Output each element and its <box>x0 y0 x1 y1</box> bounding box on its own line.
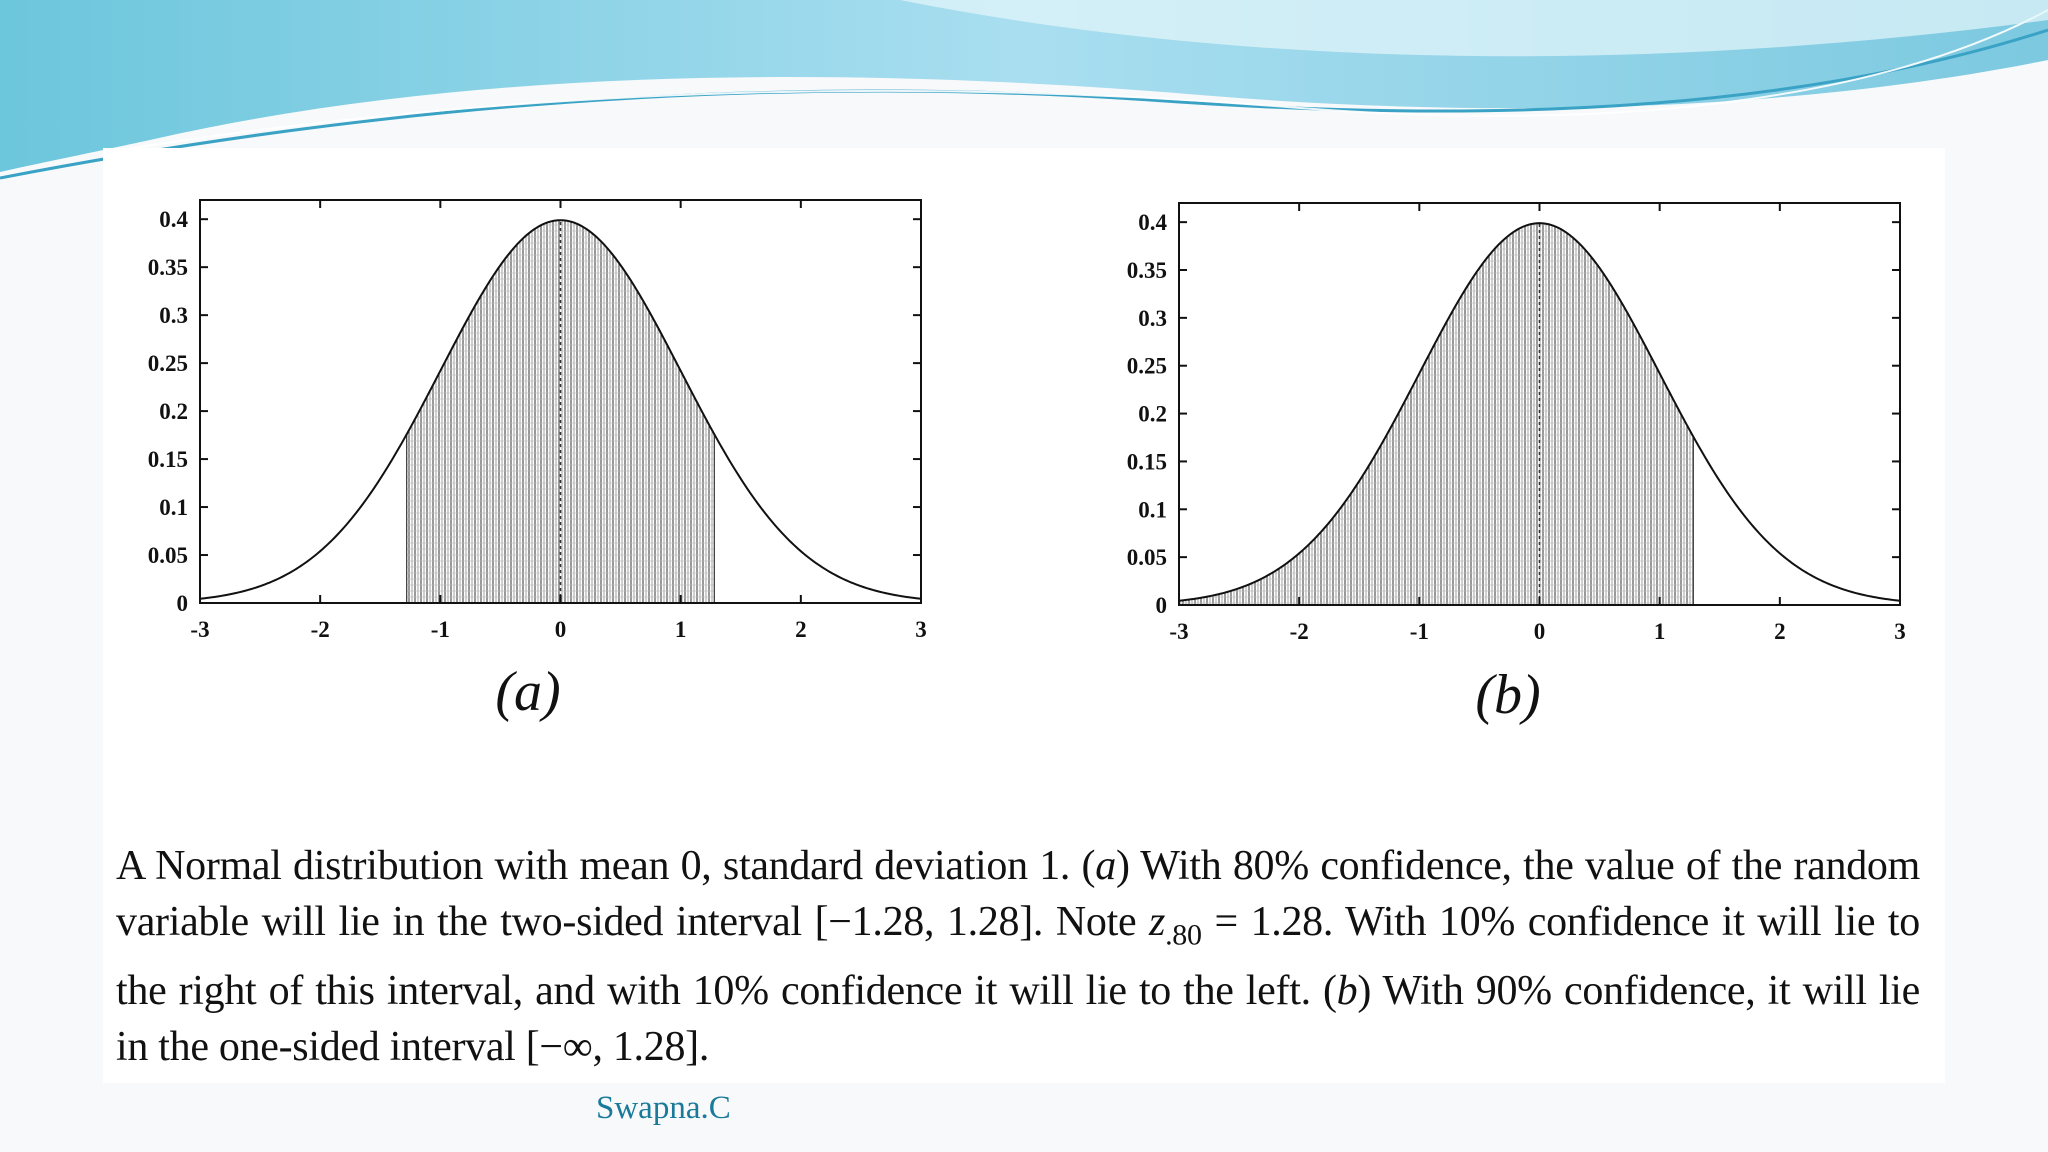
density-curve <box>1178 222 1901 602</box>
y-tick-label: 0.3 <box>159 303 188 328</box>
y-tick-label: 0.15 <box>1127 449 1167 474</box>
y-tick-label: 0.1 <box>1138 497 1167 522</box>
y-tick-label: 0.4 <box>159 207 188 232</box>
x-tick-label: -2 <box>1290 619 1309 644</box>
x-tick-label: -3 <box>190 617 209 642</box>
figure-card <box>103 148 1945 1083</box>
chart-panel-a: -3 -2 -1 0 1 2 3 0 0.05 0.1 0.15 0.2 0.25 0.3 0.35 0.4 (… <box>148 199 927 723</box>
y-tick-label: 0.25 <box>1127 354 1167 379</box>
caption-text-5: b <box>1336 968 1358 1015</box>
header-banner-wave <box>0 0 2048 180</box>
y-tick-label: 0.15 <box>148 447 188 472</box>
y-tick-label: 0.05 <box>1127 545 1167 570</box>
y-tick-label: 0.05 <box>148 543 188 568</box>
x-tick-label: 2 <box>1774 619 1786 644</box>
x-tick-label: -2 <box>311 617 330 642</box>
figure-caption: A Normal distribution with mean 0, stand… <box>116 838 1920 1075</box>
x-tick-label: 1 <box>675 617 687 642</box>
author-name: Swapna.C <box>596 1090 731 1126</box>
x-tick-label: 1 <box>1654 619 1666 644</box>
y-tick-label: 0.35 <box>148 255 188 280</box>
caption-text-1: A Normal distribution with mean 0, stand… <box>116 843 1096 889</box>
caption-text-2: a <box>1095 843 1116 889</box>
caption-z-symbol: z <box>1149 899 1166 945</box>
y-tick-label: 0.4 <box>1138 210 1167 235</box>
panel-label: (a) <box>495 661 560 723</box>
x-tick-label: -1 <box>1410 619 1429 644</box>
y-tick-label: 0.1 <box>159 495 188 520</box>
x-tick-label: 0 <box>1534 619 1546 644</box>
caption-z-subscript: .80 <box>1165 918 1202 952</box>
caption-text-6: ) With 90% confidence, it will lie in th… <box>116 968 1920 1071</box>
y-tick-label: 0.25 <box>148 351 188 376</box>
y-tick-label: 0.2 <box>1138 402 1167 427</box>
x-tick-label: 3 <box>915 617 927 642</box>
x-tick-label: 3 <box>1894 619 1906 644</box>
shaded-region <box>1178 222 1694 606</box>
y-tick-label: 0.3 <box>1138 306 1167 331</box>
y-tick-label: 0 <box>1156 593 1168 618</box>
y-tick-label: 0.2 <box>159 399 188 424</box>
caption-text-4: = 1.28. With 10% confidence it will lie … <box>116 899 1920 1015</box>
chart-panel-b: -3 -2 -1 0 1 2 3 0 0.05 0.1 0.15 0.2 0.25 0.3 0.35 0.4 (… <box>1127 202 1906 726</box>
y-tick-label: 0 <box>177 591 189 616</box>
panel-label: (b) <box>1475 664 1540 726</box>
caption-text-3: ) With 80% confidence, the value of the … <box>116 843 1920 945</box>
x-tick-label: 2 <box>795 617 807 642</box>
density-curve <box>199 219 922 600</box>
x-tick-label: 0 <box>555 617 567 642</box>
x-tick-label: -3 <box>1169 619 1188 644</box>
y-tick-label: 0.35 <box>1127 258 1167 283</box>
x-tick-label: -1 <box>431 617 450 642</box>
